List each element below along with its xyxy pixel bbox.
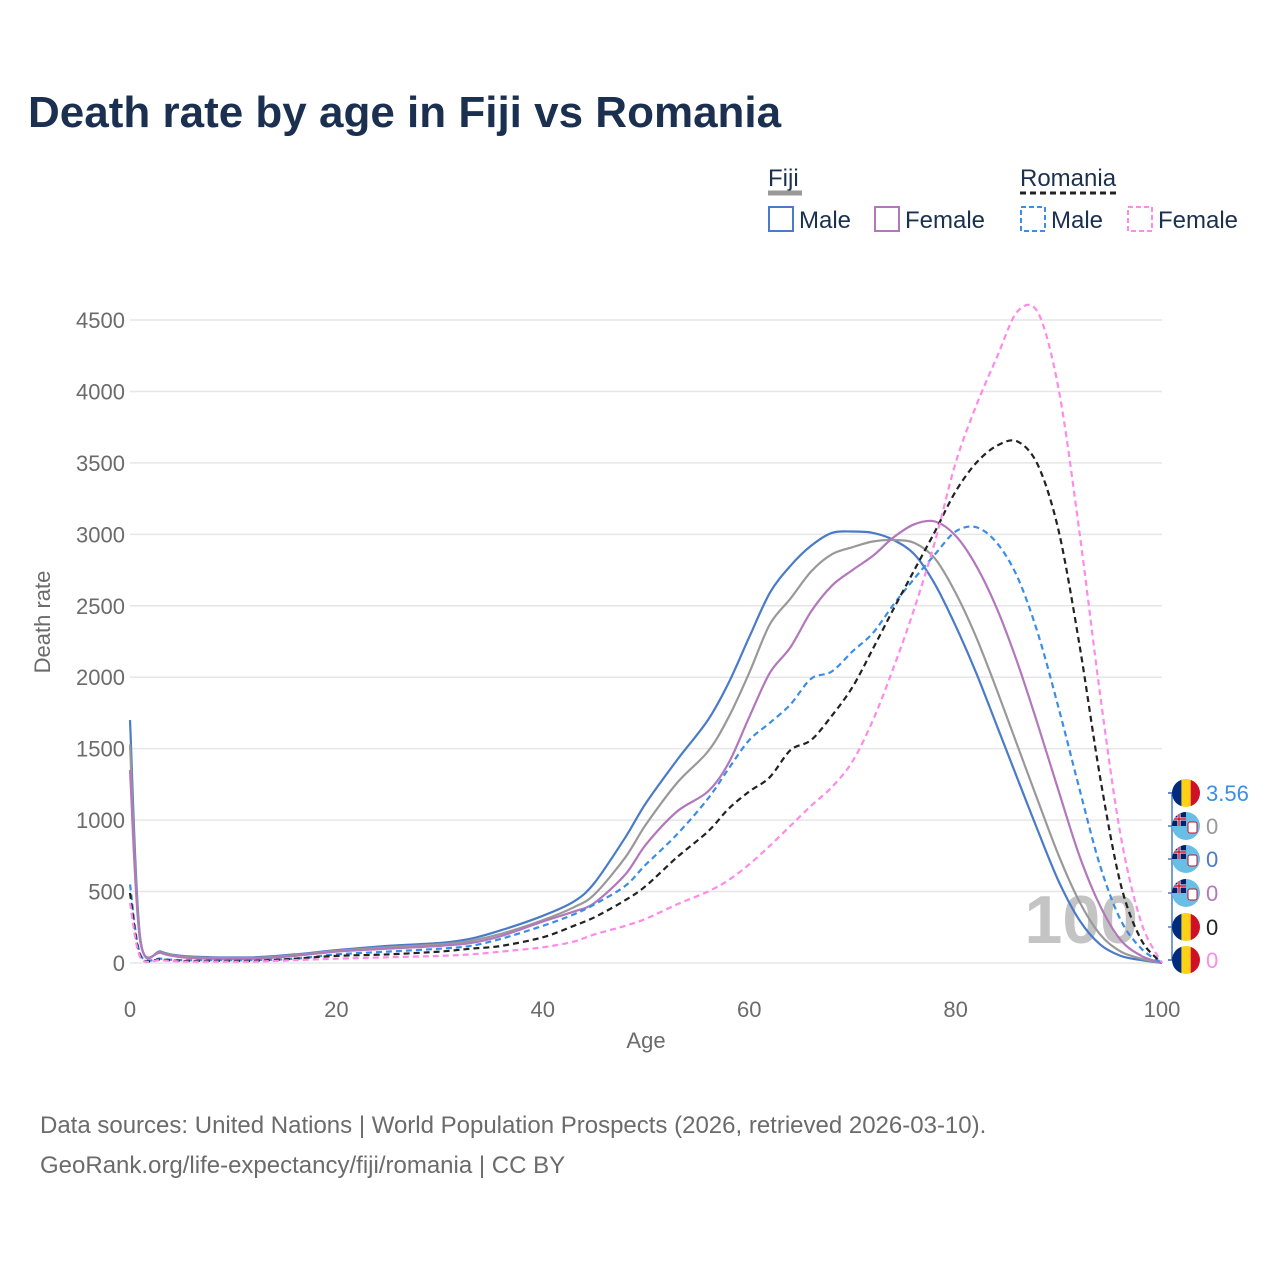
romania-flag bbox=[1172, 913, 1200, 941]
y-axis-ticks: 0 500 1000 1500 2000 2500 3000 3500 4000 4500 bbox=[76, 308, 125, 976]
end-label-value: 0 bbox=[1206, 948, 1218, 973]
y-tick-label: 4000 bbox=[76, 379, 125, 404]
y-tick-label: 1000 bbox=[76, 808, 125, 833]
legend-swatch-romania-male[interactable] bbox=[1020, 206, 1046, 232]
end-label-value: 0 bbox=[1206, 847, 1218, 872]
legend-group-romania: Romania bbox=[1020, 165, 1117, 192]
flag-stripe-red bbox=[1190, 946, 1200, 974]
y-tick-label: 4500 bbox=[76, 308, 125, 333]
flag-stripe-blue bbox=[1172, 779, 1182, 807]
legend-swatch-fiji-female[interactable] bbox=[874, 206, 900, 232]
fiji-flag bbox=[1172, 812, 1200, 840]
legend-item-romania-male[interactable]: Male bbox=[1051, 207, 1103, 234]
x-axis-label: Age bbox=[626, 1028, 665, 1053]
x-axis-ticks: 0 20 40 60 80 100 bbox=[124, 997, 1180, 1022]
series-line-romania-female bbox=[128, 303, 1163, 964]
sources-line-1: Data sources: United Nations | World Pop… bbox=[40, 1112, 987, 1139]
flag-fill bbox=[1172, 913, 1200, 941]
flag-shield bbox=[1187, 888, 1198, 901]
y-tick-label: 1500 bbox=[76, 737, 125, 762]
series-line-fiji-male bbox=[128, 530, 1163, 965]
legend-item-romania-female[interactable]: Female bbox=[1158, 207, 1238, 234]
y-tick-label: 500 bbox=[88, 880, 125, 905]
y-tick-label: 0 bbox=[113, 951, 125, 976]
legend-swatch-romania-female[interactable] bbox=[1127, 206, 1153, 232]
flag-fill bbox=[1172, 812, 1200, 840]
year-watermark: 100 bbox=[1025, 882, 1138, 958]
legend-swatch-fiji-male[interactable] bbox=[768, 206, 794, 232]
sources-line-2[interactable]: GeoRank.org/life-expectancy/fiji/romania… bbox=[40, 1152, 566, 1179]
series-line-fiji-female bbox=[128, 519, 1163, 965]
flag-fill bbox=[1172, 879, 1200, 907]
chart-title: Death rate by age in Fiji vs Romania bbox=[28, 88, 782, 137]
flag-stripe-yellow bbox=[1181, 913, 1191, 941]
flag-stripe-blue bbox=[1172, 913, 1182, 941]
x-tick-label: 20 bbox=[324, 997, 348, 1022]
x-tick-label: 60 bbox=[737, 997, 761, 1022]
flag-stripe-yellow bbox=[1181, 779, 1191, 807]
end-label-value: 0 bbox=[1206, 915, 1218, 940]
series-lines bbox=[128, 303, 1163, 965]
y-tick-label: 2000 bbox=[76, 665, 125, 690]
grid bbox=[130, 319, 1162, 964]
flag-fill bbox=[1172, 845, 1200, 873]
end-label-value: 0 bbox=[1206, 814, 1218, 839]
end-label-value: 3.56 bbox=[1206, 781, 1249, 806]
x-tick-label: 40 bbox=[531, 997, 555, 1022]
x-tick-label: 0 bbox=[124, 997, 136, 1022]
data-sources: Data sources: United Nations | World Pop… bbox=[40, 1106, 986, 1186]
x-tick-label: 100 bbox=[1144, 997, 1181, 1022]
romania-flag bbox=[1172, 779, 1200, 807]
romania-flag bbox=[1172, 946, 1200, 974]
flag-stripe-yellow bbox=[1181, 946, 1191, 974]
y-axis-label: Death rate bbox=[30, 571, 55, 674]
flag-fill bbox=[1172, 946, 1200, 974]
flag-stripe-red bbox=[1190, 913, 1200, 941]
end-labels: 3.56 0 0 0 0 0 bbox=[1168, 779, 1249, 974]
end-label-value: 0 bbox=[1206, 881, 1218, 906]
flag-fill bbox=[1172, 779, 1200, 807]
series-line-romania-total bbox=[128, 439, 1163, 964]
flag-stripe-blue bbox=[1172, 946, 1182, 974]
series-line-romania-male bbox=[128, 525, 1163, 964]
legend-group-fiji: Fiji bbox=[768, 165, 799, 192]
y-tick-label: 3500 bbox=[76, 451, 125, 476]
legend-item-fiji-male[interactable]: Male bbox=[799, 207, 851, 234]
y-tick-label: 2500 bbox=[76, 594, 125, 619]
end-label-bracket bbox=[1168, 792, 1173, 961]
fiji-flag bbox=[1172, 845, 1200, 873]
flag-shield bbox=[1187, 854, 1198, 867]
fiji-flag bbox=[1172, 879, 1200, 907]
legend-item-fiji-female[interactable]: Female bbox=[905, 207, 985, 234]
x-tick-label: 80 bbox=[943, 997, 967, 1022]
y-tick-label: 3000 bbox=[76, 522, 125, 547]
flag-shield bbox=[1187, 821, 1198, 834]
flag-stripe-red bbox=[1190, 779, 1200, 807]
